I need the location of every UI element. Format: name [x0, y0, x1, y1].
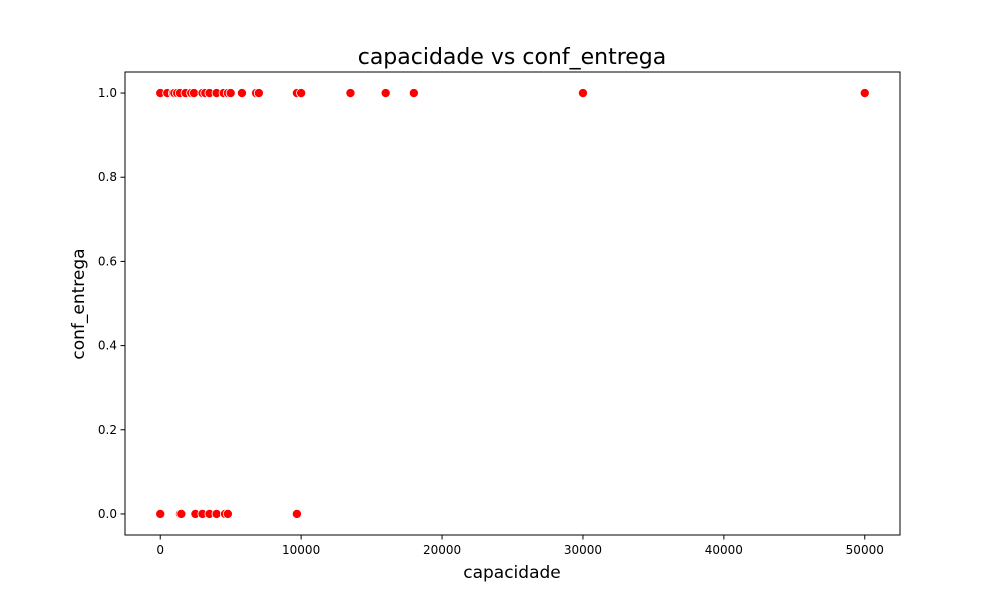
y-tick-label: 1.0 — [98, 86, 117, 100]
data-point-34 — [222, 508, 233, 519]
x-tick-label: 50000 — [846, 543, 884, 557]
x-tick-label: 20000 — [423, 543, 461, 557]
data-point-35 — [291, 508, 302, 519]
data-point-8 — [189, 88, 200, 99]
data-point-15 — [225, 88, 236, 99]
y-tick-label: 0.0 — [98, 507, 117, 521]
x-tick-label: 10000 — [282, 543, 320, 557]
y-axis-ticks: 0.0 0.2 0.4 0.6 0.8 1.0 — [98, 86, 125, 521]
x-axis-label: capacidade — [463, 563, 561, 583]
plot-frame — [124, 71, 901, 536]
data-point-26 — [155, 508, 166, 519]
data-point-32 — [211, 508, 222, 519]
data-point-21 — [345, 88, 356, 99]
x-tick-label: 40000 — [705, 543, 743, 557]
data-points — [155, 88, 870, 519]
y-axis-label: conf_entrega — [69, 248, 89, 359]
data-point-23 — [408, 88, 419, 99]
data-point-22 — [380, 88, 391, 99]
chart-title: capacidade vs conf_entrega — [358, 45, 667, 70]
data-point-20 — [296, 88, 307, 99]
y-tick-label: 0.4 — [98, 339, 117, 353]
data-point-18 — [253, 88, 264, 99]
y-tick-label: 0.8 — [98, 170, 117, 184]
data-point-25 — [859, 88, 870, 99]
y-tick-label: 0.2 — [98, 423, 117, 437]
data-point-24 — [577, 88, 588, 99]
data-point-16 — [236, 88, 247, 99]
y-tick-label: 0.6 — [98, 254, 117, 268]
data-point-28 — [176, 508, 187, 519]
x-tick-label: 30000 — [564, 543, 602, 557]
x-tick-label: 0 — [156, 543, 164, 557]
x-axis-ticks: 0 10000 20000 30000 40000 50000 — [156, 535, 884, 557]
